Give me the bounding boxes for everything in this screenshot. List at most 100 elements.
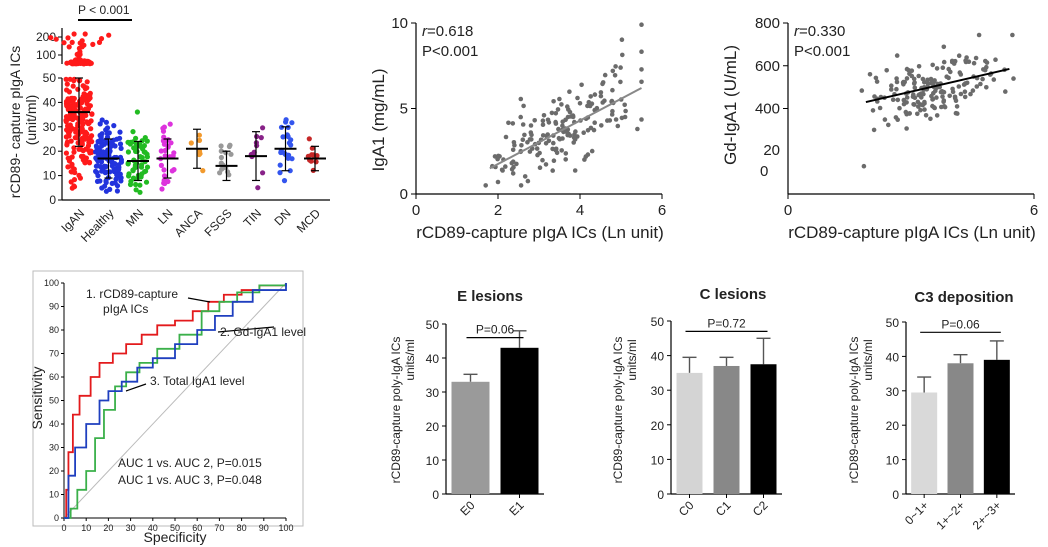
scatter-igA1-point bbox=[600, 100, 605, 105]
scatter-igA1-point bbox=[510, 147, 516, 153]
dot-plot-point bbox=[83, 112, 89, 118]
scatter-igA1-point bbox=[557, 96, 562, 102]
dot-plot-point bbox=[162, 147, 168, 154]
roc-x-tick-label: 90 bbox=[259, 523, 269, 533]
dot-plot-point bbox=[260, 170, 266, 176]
bar-c3-deposition-p-value: P=0.06 bbox=[941, 317, 980, 331]
scatter-gd-igA1-point bbox=[954, 104, 960, 109]
dot-plot-point bbox=[71, 149, 77, 155]
scatter-igA1-point bbox=[598, 93, 604, 99]
bar-c-lesions-x-tick-label: C1 bbox=[713, 498, 734, 519]
dot-plot-point bbox=[70, 95, 76, 101]
scatter-gd-igA1-point bbox=[916, 92, 921, 98]
dot-plot-point bbox=[104, 125, 111, 131]
scatter-gd-igA1-point bbox=[930, 62, 935, 68]
dot-plot-point bbox=[89, 111, 95, 117]
scatter-igA1-point bbox=[518, 96, 524, 102]
scatter-igA1-y-axis-label: IgA1 (mg/mL) bbox=[369, 69, 388, 172]
bar-c3-deposition-y-tick-label: 40 bbox=[886, 350, 900, 364]
scatter-igA1-point bbox=[503, 134, 509, 140]
bar-e-lesions-plot: 0 10 20 30 40 50 E0 E1 P=0.06 bbox=[426, 318, 544, 519]
dot-plot-point bbox=[77, 98, 83, 104]
scatter-gd-igA1-point bbox=[911, 92, 916, 97]
bar-c3-deposition-plot: 0 10 20 30 40 50 0~1+ 1+~2+ 2+~3+ P=0.06 bbox=[886, 316, 1015, 532]
dot-plot-point bbox=[103, 163, 109, 170]
scatter-igA1-x-axis-label: rCD89-capture pIgA ICs (Ln unit) bbox=[416, 223, 664, 242]
dot-plot-point bbox=[200, 168, 206, 174]
dot-plot-point bbox=[142, 149, 148, 155]
roc-y-tick-label: 100 bbox=[44, 278, 59, 288]
bar-c-lesions-y-tick-label: 10 bbox=[651, 453, 665, 467]
scatter-gd-igA1-point bbox=[991, 77, 997, 82]
scatter-igA1-point bbox=[618, 65, 623, 70]
dot-plot-point bbox=[84, 101, 90, 107]
roc-label-pointer bbox=[217, 326, 275, 333]
roc-auc-note-2: AUC 1 vs. AUC 3, P=0.048 bbox=[118, 473, 262, 487]
scatter-igA1-point bbox=[521, 103, 526, 109]
dot-plot-point bbox=[66, 44, 72, 50]
scatter-igA1-point bbox=[560, 136, 565, 141]
roc-curves bbox=[64, 283, 287, 519]
roc-x-tick-label: 40 bbox=[148, 523, 158, 533]
scatter-igA1-point bbox=[620, 52, 625, 58]
scatter-igA1-point bbox=[522, 174, 528, 179]
scatter-igA1-point bbox=[556, 126, 561, 132]
scatter-gd-igA1-point bbox=[895, 97, 901, 103]
dot-plot-point bbox=[71, 31, 77, 37]
scatter-gd-igA1-point bbox=[941, 59, 947, 65]
scatter-gd-igA1-point bbox=[894, 53, 900, 58]
scatter-igA1-point bbox=[571, 140, 576, 145]
scatter-igA1-point bbox=[519, 143, 524, 148]
bar-c3-deposition-x-tick-label: 0~1+ bbox=[902, 498, 931, 527]
dot-plot-point bbox=[97, 121, 103, 127]
scatter-gd-igA1-point bbox=[933, 88, 938, 94]
roc-y-tick-label: 50 bbox=[49, 396, 59, 406]
dot-plot-point bbox=[71, 177, 78, 183]
scatter-gd-igA1-point bbox=[920, 76, 926, 82]
scatter-gd-igA1-point bbox=[956, 53, 962, 58]
dot-plot-point bbox=[127, 181, 134, 188]
scatter-gd-igA1-point bbox=[873, 75, 879, 81]
bar-c3-deposition-x-tick-label: 1+~2+ bbox=[933, 498, 967, 532]
dot-plot-point bbox=[281, 150, 287, 156]
dot-plot-point bbox=[161, 173, 168, 179]
bar-c3-deposition-y-tick-label: 0 bbox=[892, 488, 899, 502]
roc-x-tick-label: 100 bbox=[278, 523, 293, 533]
dot-plot-point bbox=[80, 83, 86, 89]
dot-plot-point bbox=[74, 60, 80, 67]
scatter-gd-igA1-point bbox=[941, 98, 947, 103]
scatter-gd-igA1-point bbox=[974, 84, 980, 89]
bar-e-lesions-panel: E lesions rCD89-capture poly-IgA ICs uni… bbox=[389, 288, 544, 519]
bar-c-lesions-bar bbox=[750, 364, 777, 494]
dot-plot-point bbox=[77, 77, 83, 84]
dot-plot-point bbox=[85, 143, 92, 149]
bar-e-lesions-y-tick-label: 50 bbox=[426, 318, 440, 332]
bar-e-lesions-x-tick-label: E1 bbox=[506, 498, 527, 519]
scatter-igA1-point bbox=[551, 140, 556, 146]
dot-plot-point bbox=[76, 172, 82, 178]
dot-plot-point bbox=[277, 170, 283, 176]
bar-e-lesions-y-tick-label: 0 bbox=[432, 488, 439, 502]
bar-e-lesions-y-tick-label: 10 bbox=[426, 454, 440, 468]
dot-plot-point bbox=[105, 130, 111, 136]
dot-plot-point bbox=[71, 105, 77, 111]
scatter-igA1-point bbox=[588, 94, 593, 99]
dot-plot-point bbox=[98, 36, 105, 42]
bar-c3-deposition-bar bbox=[983, 359, 1010, 494]
roc-label-pointer bbox=[125, 383, 147, 392]
scatter-igA1-point bbox=[534, 146, 540, 151]
scatter-gd-igA1-x-tick-label: 6 bbox=[1030, 202, 1038, 219]
dot-plot-point bbox=[117, 129, 123, 135]
roc-x-tick-label: 80 bbox=[237, 523, 247, 533]
dot-plot-y-tick-label: 20 bbox=[43, 144, 57, 158]
scatter-gd-igA1-point bbox=[950, 89, 956, 95]
dot-plot-point bbox=[111, 123, 117, 129]
dot-plot-point bbox=[196, 132, 202, 138]
dot-plot-point bbox=[168, 140, 174, 146]
bar-c-lesions-y-axis-label: rCD89-capture poly-IgA ICs bbox=[611, 337, 625, 484]
scatter-gd-igA1-point bbox=[1010, 32, 1015, 38]
dot-plot-point bbox=[102, 183, 108, 189]
scatter-igA1-point bbox=[610, 108, 615, 114]
dot-plot-point bbox=[225, 169, 231, 175]
scatter-gd-igA1-point bbox=[928, 116, 933, 122]
